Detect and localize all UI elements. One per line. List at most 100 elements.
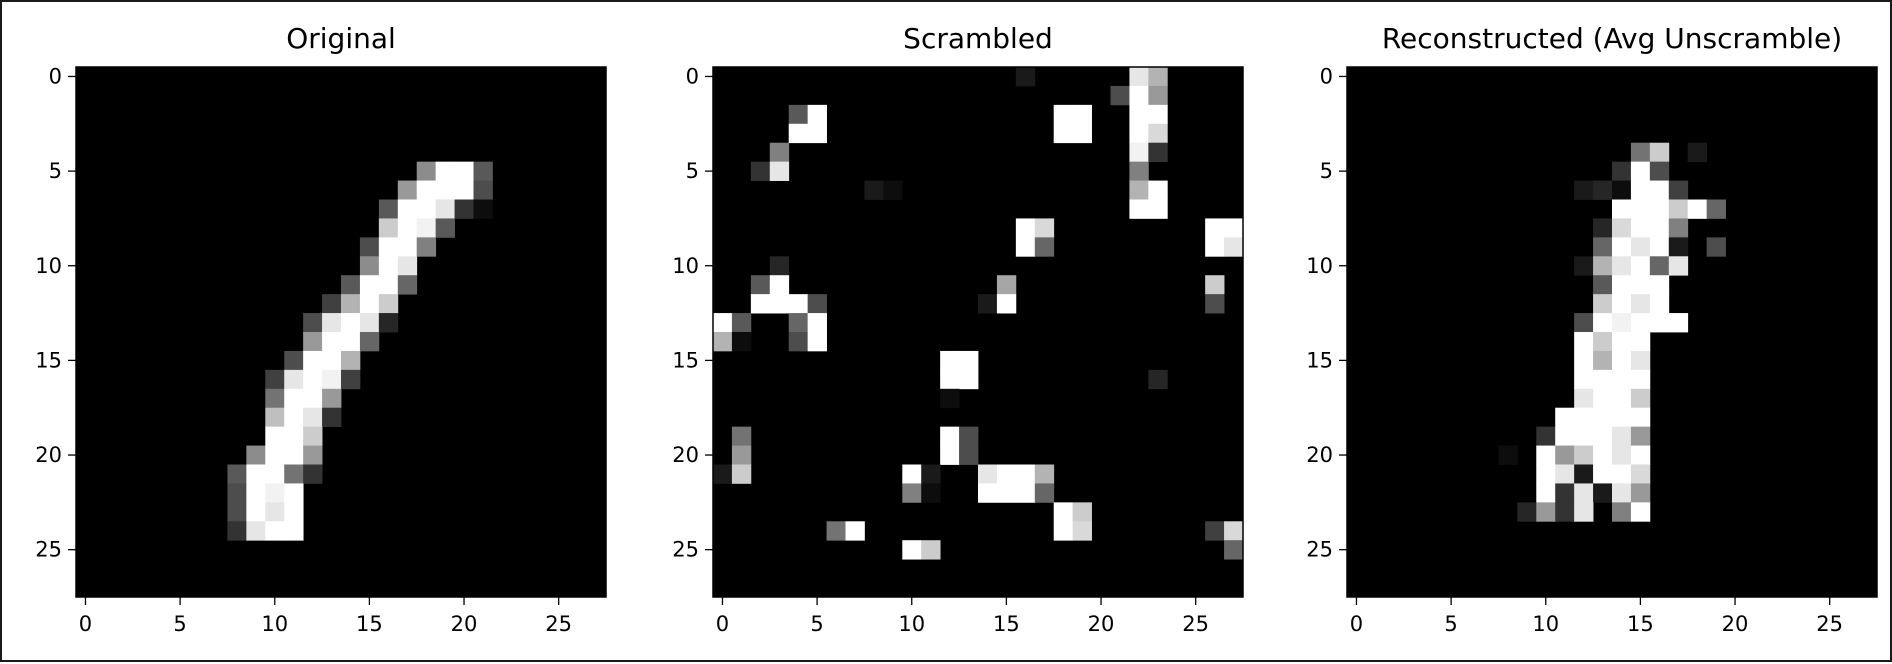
pixel-cell — [359, 237, 380, 257]
pixel-cell — [1630, 483, 1651, 503]
axes-frame — [712, 66, 1244, 598]
pixel-cell — [1612, 218, 1632, 238]
pixel-cell — [1129, 161, 1149, 181]
y-tick-label: 15 — [1306, 348, 1333, 372]
x-tick-label: 10 — [898, 612, 925, 636]
pixel-cell — [1612, 237, 1632, 257]
pixel-cell — [1593, 180, 1613, 200]
pixel-cell — [473, 199, 493, 219]
x-tick-label: 5 — [173, 612, 186, 636]
pixel-cell — [1630, 464, 1651, 484]
axes-frame — [75, 66, 607, 598]
pixel-cell — [1555, 445, 1575, 465]
pixel-cell — [750, 294, 771, 314]
pixel-cell — [940, 350, 960, 371]
pixel-cell — [416, 161, 437, 181]
pixel-cell — [1706, 237, 1726, 257]
pixel-cell — [959, 350, 979, 371]
pixel-cell — [416, 237, 437, 257]
pixel-cell — [1072, 502, 1092, 522]
pixel-cell — [1536, 445, 1556, 465]
pixel-cell — [359, 332, 380, 352]
pixel-cell — [265, 426, 285, 446]
pixel-cell — [1205, 237, 1225, 257]
pixel-cell — [378, 237, 399, 257]
pixel-cell — [1612, 180, 1632, 200]
pixel-cell — [845, 521, 865, 541]
heatmap-plot: 0 5 10 15 20 25 0 5 10 15 20 25 — [1306, 64, 1878, 636]
pixel-cell — [265, 521, 285, 541]
pixel-cell — [940, 445, 960, 465]
pixel-cell — [1129, 85, 1149, 106]
pixel-cell — [1536, 483, 1556, 503]
pixel-cell — [246, 483, 266, 503]
pixel-cell — [265, 502, 285, 522]
pixel-cell — [1612, 313, 1632, 333]
pixel-cell — [1205, 218, 1225, 238]
pixel-cell — [1630, 407, 1651, 428]
pixel-cell — [1574, 464, 1594, 484]
pixel-cell — [341, 350, 361, 371]
pixel-cell — [322, 294, 342, 314]
pixel-cell — [1593, 464, 1613, 484]
pixel-cell — [769, 275, 790, 295]
pixel-cell — [807, 294, 827, 314]
pixel-cell — [1612, 275, 1632, 295]
chart-title: Scrambled — [903, 22, 1053, 55]
pixel-cell — [940, 426, 960, 446]
pixel-cell — [473, 161, 493, 181]
pixel-cell — [1630, 275, 1651, 295]
pixel-cell — [1129, 123, 1149, 144]
pixel-cell — [1630, 445, 1651, 465]
pixel-cell — [265, 464, 285, 484]
y-tick-label: 25 — [1306, 538, 1333, 562]
y-tick-label: 15 — [35, 348, 62, 372]
pixel-cell — [921, 540, 941, 560]
pixel-cell — [284, 426, 304, 446]
pixel-cell — [1687, 199, 1708, 219]
pixel-cell — [341, 332, 361, 352]
pixel-cell — [265, 445, 285, 465]
pixel-cell — [1630, 332, 1651, 352]
pixel-cell — [978, 294, 998, 314]
pixel-cell — [454, 199, 474, 219]
pixel-cell — [1034, 483, 1055, 503]
pixel-cell — [996, 294, 1017, 314]
pixel-cell — [1205, 275, 1225, 295]
pixel-cell — [473, 180, 493, 200]
pixel-cell — [1630, 426, 1651, 446]
pixel-cell — [359, 313, 380, 333]
pixel-cell — [1053, 104, 1074, 125]
chart-title: Original — [286, 22, 396, 55]
pixel-cell — [1668, 256, 1689, 276]
y-tick-label: 0 — [686, 64, 699, 88]
pixel-cell — [1034, 237, 1055, 257]
heatmap-plot: 0 5 10 15 20 25 0 5 10 15 20 25 — [35, 64, 607, 636]
x-tick-label: 0 — [1350, 612, 1363, 636]
pixel-cell — [731, 332, 752, 352]
pixel-cell — [1148, 369, 1168, 390]
pixel-cell — [1015, 483, 1036, 503]
x-tick-label: 20 — [451, 612, 478, 636]
pixel-cell — [227, 464, 247, 484]
x-tick-label: 15 — [356, 612, 383, 636]
pixel-cell — [265, 388, 285, 409]
pixel-cell — [1555, 502, 1575, 522]
pixel-cell — [921, 464, 941, 484]
pixel-cell — [378, 256, 399, 276]
pixel-cell — [1612, 445, 1632, 465]
pixel-cell — [322, 407, 342, 428]
pixel-cell — [265, 407, 285, 428]
pixel-cell — [322, 332, 342, 352]
pixel-cell — [769, 294, 790, 314]
pixel-cell — [1555, 426, 1575, 446]
x-tick-label: 0 — [716, 612, 729, 636]
pixel-cell — [1593, 332, 1613, 352]
pixel-cell — [378, 199, 399, 219]
pixel-cell — [1630, 350, 1651, 371]
pixel-cell — [246, 502, 266, 522]
y-tick-label: 10 — [672, 254, 699, 278]
pixel-cell — [1148, 123, 1168, 144]
pixel-cell — [1015, 67, 1036, 87]
pixel-cell — [322, 313, 342, 333]
